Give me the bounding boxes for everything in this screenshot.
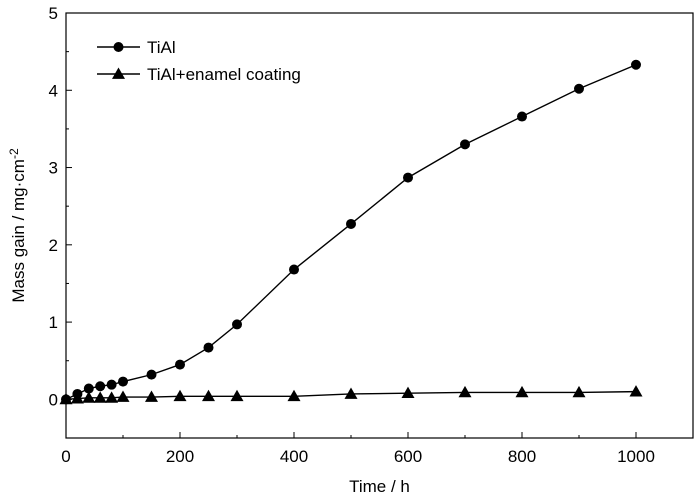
- triangle-point: [344, 387, 358, 399]
- circle-point: [346, 218, 356, 229]
- circle-point: [203, 342, 214, 353]
- y-axis-title: Mass gain / mg·cm-2: [7, 148, 28, 303]
- triangle-point: [401, 386, 415, 399]
- x-axis-title: Time / h: [349, 477, 410, 496]
- triangle-point: [173, 389, 187, 402]
- x-tick-label: 1000: [617, 447, 655, 466]
- y-tick-label: 0: [49, 390, 58, 409]
- y-axis-title-superscript: -2: [7, 148, 21, 159]
- triangle-point: [458, 385, 472, 398]
- x-tick-label: 800: [508, 447, 536, 466]
- y-axis-title-main: Mass gain / mg·cm: [9, 159, 28, 303]
- y-tick-label: 3: [49, 159, 58, 178]
- triangle-point: [202, 389, 215, 402]
- triangle-point: [515, 385, 529, 398]
- y-tick-label: 2: [49, 236, 58, 255]
- triangle-point: [116, 390, 130, 402]
- triangle-point: [572, 385, 586, 398]
- x-tick-label: 600: [394, 447, 422, 466]
- series-layer: [59, 59, 643, 405]
- triangle-point: [70, 392, 84, 404]
- legend-circle-marker: [113, 42, 124, 52]
- circle-point: [95, 381, 106, 392]
- legend-label: TiAl: [147, 38, 176, 57]
- series-2: [59, 385, 643, 405]
- triangle-point: [59, 392, 73, 405]
- axis-ticks: 0 200 400 600 800 1000 0 1 2 3 4 5: [49, 4, 655, 466]
- circle-point: [83, 383, 94, 394]
- triangle-point: [105, 391, 119, 403]
- circle-point: [118, 376, 128, 387]
- y-tick-label: 4: [49, 81, 58, 100]
- circle-point: [106, 379, 117, 390]
- x-tick-label: 400: [280, 447, 308, 466]
- circle-point: [574, 83, 584, 94]
- circle-point: [517, 111, 527, 122]
- y-tick-label: 1: [49, 313, 58, 332]
- x-tick-label: 0: [61, 447, 70, 466]
- x-tick-label: 200: [166, 447, 194, 466]
- legend-triangle-marker: [112, 67, 125, 79]
- circle-point: [403, 172, 413, 183]
- triangle-point: [145, 390, 158, 402]
- circle-point: [289, 264, 299, 275]
- circle-point: [146, 369, 157, 380]
- y-tick-label: 5: [49, 4, 58, 23]
- circle-point: [631, 59, 641, 70]
- triangle-point: [93, 391, 107, 403]
- series-line: [65, 64, 637, 400]
- triangle-point: [230, 389, 244, 402]
- circle-point: [460, 139, 470, 150]
- triangle-point: [287, 389, 301, 402]
- legend: TiAl TiAl+enamel coating: [97, 38, 301, 84]
- circle-point: [175, 359, 185, 370]
- plot-area: [65, 12, 694, 439]
- plot-frame: [65, 12, 694, 439]
- legend-label: TiAl+enamel coating: [147, 65, 301, 84]
- triangle-point: [629, 385, 643, 397]
- circle-point: [232, 319, 242, 330]
- series-1: [61, 59, 641, 405]
- triangle-point: [82, 391, 96, 403]
